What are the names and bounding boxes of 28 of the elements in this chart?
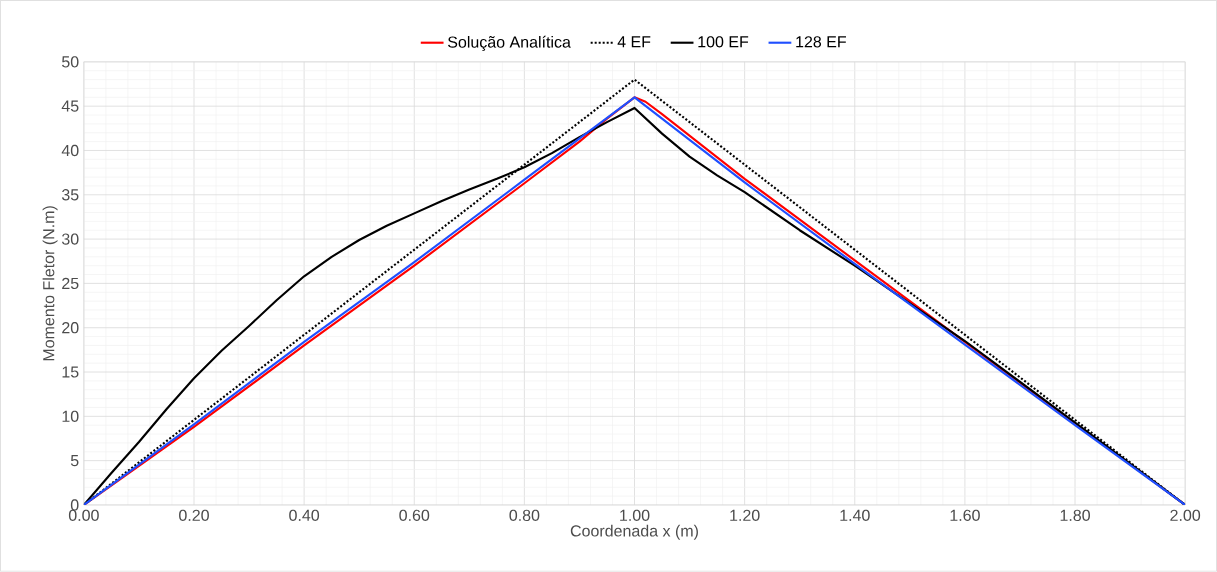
x-tick-label: 0.00 — [68, 509, 99, 522]
y-tick-label: 30 — [61, 233, 79, 245]
x-tick-label: 1.00 — [620, 509, 650, 522]
x-tick-label: 1.40 — [840, 509, 870, 522]
y-tick-label: 0 — [70, 499, 79, 511]
legend-label: 100 EF — [698, 36, 749, 48]
y-tick-label: 10 — [62, 410, 79, 423]
y-tick-label: 15 — [62, 366, 79, 378]
legend-label: 4 EF — [617, 36, 651, 48]
y-tick-label: 35 — [61, 189, 79, 201]
y-tick-label: 40 — [61, 144, 79, 157]
y-tick-label: 50 — [62, 56, 79, 68]
y-tick-label: 20 — [62, 322, 79, 334]
x-tick-label: 1.80 — [1060, 509, 1090, 522]
legend-label: 128 EF — [796, 36, 846, 48]
x-axis-title: Coordenada x (m) — [570, 524, 698, 540]
x-tick-label: 1.20 — [730, 509, 760, 522]
x-tick-label: 0.80 — [509, 509, 540, 522]
x-tick-label: 2.00 — [1170, 509, 1201, 522]
y-tick-label: 45 — [61, 100, 79, 112]
y-axis-title: Momento Fletor (N.m) — [42, 206, 58, 361]
x-tick-label: 1.60 — [950, 509, 980, 522]
x-tick-label: 0.60 — [399, 509, 430, 522]
y-tick-label: 25 — [62, 277, 79, 290]
y-tick-label: 5 — [70, 455, 79, 467]
legend-label: Solução Analítica — [448, 35, 571, 52]
x-tick-label: 0.40 — [289, 509, 320, 522]
x-tick-label: 0.20 — [179, 509, 209, 522]
